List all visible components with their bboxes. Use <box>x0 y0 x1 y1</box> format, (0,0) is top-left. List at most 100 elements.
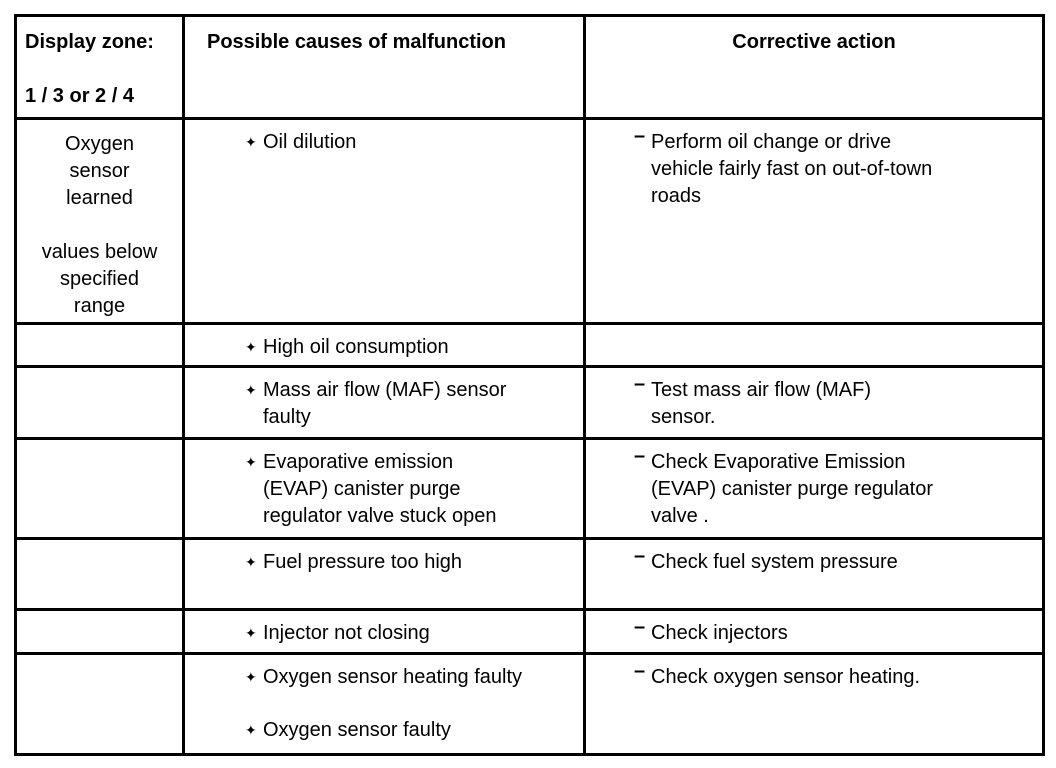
action-item: – Check Evaporative Emission (EVAP) cani… <box>586 445 1042 530</box>
action-item: – Perform oil change or drive vehicle fa… <box>586 125 1042 210</box>
actions-cell: – Check oxygen sensor heating. <box>583 652 1045 756</box>
zone-line: range <box>73 295 126 317</box>
action-item: – Check injectors <box>586 616 1042 647</box>
text-line: Oxygen sensor heating faulty <box>263 666 523 688</box>
text-line: Check injectors <box>651 622 788 644</box>
diagnostic-table: Display zone: 1 / 3 or 2 / 4 Possible ca… <box>14 14 1045 756</box>
cause-item: ✦ Oil dilution <box>185 129 583 156</box>
action-item: – Check fuel system pressure <box>586 545 1042 576</box>
action-text: Perform oil change or drive vehicle fair… <box>651 129 932 210</box>
bullet-icon: ✦ <box>245 134 257 150</box>
table-row: Oxygen sensor learned values below speci… <box>14 117 1045 325</box>
text-line: Check oxygen sensor heating. <box>651 666 921 688</box>
cause-item: ✦ Injector not closing <box>185 620 583 647</box>
zone-line <box>17 212 182 239</box>
cause-item: ✦ Fuel pressure too high <box>185 549 583 576</box>
bullet-icon: ✦ <box>245 722 257 738</box>
dash-icon: – <box>634 445 646 467</box>
text-line: Test mass air flow (MAF) <box>651 379 872 401</box>
cause-item: ✦ Mass air flow (MAF) sensor faulty <box>185 377 583 431</box>
cause-item: ✦ Evaporative emission (EVAP) canister p… <box>185 449 583 530</box>
bullet-icon: ✦ <box>245 339 257 355</box>
text-line: High oil consumption <box>263 336 449 358</box>
dash-icon: – <box>634 616 646 638</box>
zone-cell <box>14 322 185 368</box>
actions-cell: – Test mass air flow (MAF) sensor. <box>583 365 1045 440</box>
text-line: Fuel pressure too high <box>263 551 463 573</box>
table-row: ✦ High oil consumption <box>14 322 1045 368</box>
causes-cell: ✦ Oxygen sensor heating faulty ✦ Oxygen … <box>182 652 586 756</box>
text-line: sensor. <box>651 406 716 428</box>
zone-line: sensor <box>69 160 130 182</box>
cause-text: Injector not closing <box>263 620 430 647</box>
action-text: Check Evaporative Emission (EVAP) canist… <box>651 449 933 530</box>
causes-cell: ✦ Evaporative emission (EVAP) canister p… <box>182 437 586 540</box>
text-line: valve . <box>651 505 709 527</box>
table-row: ✦ Mass air flow (MAF) sensor faulty – Te… <box>14 365 1045 440</box>
causes-cell: ✦ Injector not closing <box>182 608 586 655</box>
zone-cell <box>14 365 185 440</box>
causes-header-label: Possible causes of malfunction <box>207 31 506 53</box>
action-text: Check injectors <box>651 620 788 647</box>
text-line: regulator valve stuck open <box>263 505 497 527</box>
action-text: Check oxygen sensor heating. <box>651 664 920 691</box>
text-line: Injector not closing <box>263 622 430 644</box>
header-causes: Possible causes of malfunction <box>182 14 586 120</box>
cause-text: Oxygen sensor faulty <box>263 717 451 744</box>
action-item: – Test mass air flow (MAF) sensor. <box>586 373 1042 431</box>
text-line: Evaporative emission <box>263 451 454 473</box>
zone-cell <box>14 652 185 756</box>
zone-line: Oxygen <box>65 133 134 155</box>
header-corrective: Corrective action <box>583 14 1045 120</box>
display-zone-label: Display zone: <box>25 31 154 53</box>
causes-cell: ✦ Mass air flow (MAF) sensor faulty <box>182 365 586 440</box>
causes-cell: ✦ High oil consumption <box>182 322 586 368</box>
zone-cell <box>14 537 185 611</box>
text-line: Check fuel system pressure <box>651 551 898 573</box>
zone-line: learned <box>66 187 133 209</box>
bullet-icon: ✦ <box>245 454 257 470</box>
cause-text: Oil dilution <box>263 129 356 156</box>
table-row: ✦ Oxygen sensor heating faulty ✦ Oxygen … <box>14 652 1045 756</box>
text-line: roads <box>651 185 702 207</box>
bullet-icon: ✦ <box>245 625 257 641</box>
text-line: (EVAP) canister purge regulator <box>651 478 933 500</box>
zone-line: specified <box>60 268 139 290</box>
action-text: Check fuel system pressure <box>651 549 898 576</box>
dash-icon: – <box>634 660 646 682</box>
spacer <box>25 56 178 83</box>
zone-line: values below <box>41 241 158 263</box>
cause-text: Mass air flow (MAF) sensor faulty <box>263 377 506 431</box>
dash-icon: – <box>634 125 646 147</box>
cause-item: ✦ Oxygen sensor faulty <box>185 717 583 744</box>
cause-text: Fuel pressure too high <box>263 549 462 576</box>
text-line: Perform oil change or drive <box>651 131 892 153</box>
action-item: – Check oxygen sensor heating. <box>586 660 1042 691</box>
cause-item: ✦ High oil consumption <box>185 334 583 361</box>
actions-cell: – Perform oil change or drive vehicle fa… <box>583 117 1045 325</box>
zone-cell: Oxygen sensor learned values below speci… <box>14 117 185 325</box>
cause-text: High oil consumption <box>263 334 449 361</box>
zone-cell <box>14 437 185 540</box>
action-text: Test mass air flow (MAF) sensor. <box>651 377 871 431</box>
corrective-header-label: Corrective action <box>732 31 896 53</box>
table-row: ✦ Fuel pressure too high – Check fuel sy… <box>14 537 1045 611</box>
dash-icon: – <box>634 545 646 567</box>
text-line: faulty <box>263 406 311 428</box>
text-line: Oil dilution <box>263 131 357 153</box>
cause-text: Oxygen sensor heating faulty <box>263 664 522 691</box>
bullet-icon: ✦ <box>245 554 257 570</box>
actions-cell: – Check injectors <box>583 608 1045 655</box>
text-line: Mass air flow (MAF) sensor <box>263 379 507 401</box>
text-line: Check Evaporative Emission <box>651 451 906 473</box>
dash-icon: – <box>634 373 646 395</box>
cause-text: Evaporative emission (EVAP) canister pur… <box>263 449 496 530</box>
actions-cell: – Check fuel system pressure <box>583 537 1045 611</box>
zone-cell <box>14 608 185 655</box>
text-line: vehicle fairly fast on out-of-town <box>651 158 933 180</box>
table-row: ✦ Injector not closing – Check injectors <box>14 608 1045 655</box>
causes-cell: ✦ Oil dilution <box>182 117 586 325</box>
header-display-zone: Display zone: 1 / 3 or 2 / 4 <box>14 14 185 120</box>
actions-cell: – Check Evaporative Emission (EVAP) cani… <box>583 437 1045 540</box>
